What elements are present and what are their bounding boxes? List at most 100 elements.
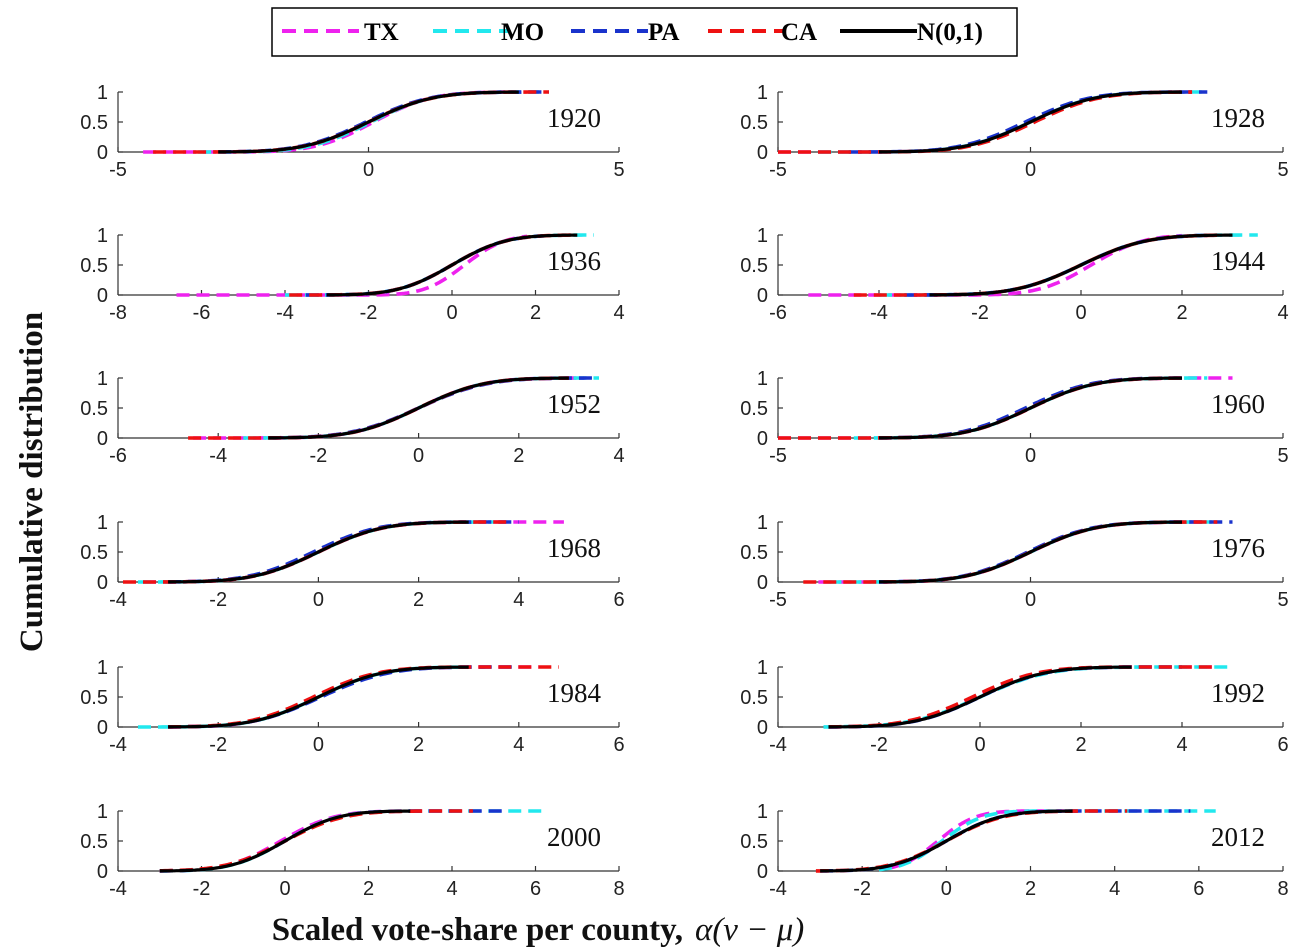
year-label: 1944 [1211, 246, 1266, 276]
series-line-ca [803, 520, 1218, 584]
x-tick-label: -4 [276, 302, 294, 324]
series-line-ca [168, 665, 559, 729]
legend-label-ca: CA [781, 19, 817, 46]
x-tick-label: 2 [413, 734, 424, 756]
x-tick-label: 0 [363, 159, 374, 181]
series-line-n01 [828, 665, 1132, 729]
series-line-tx [168, 665, 539, 729]
x-tick-label: 8 [1277, 878, 1288, 900]
x-tick-label: -4 [109, 734, 127, 756]
series-line-n01 [820, 809, 1073, 873]
x-tick-label: 0 [279, 878, 290, 900]
y-tick-label: 0 [97, 285, 108, 307]
x-tick-label: -2 [971, 302, 989, 324]
legend-label-n01: N(0,1) [917, 19, 983, 46]
y-tick-label: 1 [97, 368, 108, 390]
y-tick-label: 0 [97, 572, 108, 594]
y-tick-label: 0 [97, 142, 108, 164]
year-label-bg [529, 675, 605, 709]
y-tick-label: 1 [97, 225, 108, 247]
year-label: 1952 [547, 389, 601, 419]
y-tick-label: 0.5 [80, 831, 108, 853]
x-tick-label: -2 [310, 445, 328, 467]
y-tick-label: 0 [757, 428, 768, 450]
x-tick-label: -2 [870, 734, 888, 756]
x-tick-label: 0 [941, 878, 952, 900]
x-tick-label: -6 [193, 302, 211, 324]
legend-label-tx: TX [364, 19, 399, 46]
x-tick-label: 4 [1176, 734, 1187, 756]
y-tick-label: 1 [757, 657, 768, 679]
y-tick-label: 1 [757, 512, 768, 534]
x-tick-label: 0 [1025, 589, 1036, 611]
panel-1936: -8 -6 -4 -2 0 2 4 0 0.5 1 1936 [80, 225, 624, 324]
series-line-pa [218, 90, 549, 154]
x-tick-label: -4 [209, 445, 227, 467]
y-tick-label: 1 [757, 368, 768, 390]
x-tick-label: 5 [1277, 445, 1288, 467]
x-tick-label: 5 [1277, 589, 1288, 611]
x-tick-label: 4 [446, 878, 457, 900]
y-tick-label: 0 [757, 285, 768, 307]
x-tick-label: 4 [1277, 302, 1288, 324]
x-tick-label: 2 [513, 445, 524, 467]
series-line-n01 [879, 520, 1182, 584]
series-line-n01 [879, 376, 1182, 440]
y-tick-label: 1 [97, 657, 108, 679]
year-label: 1960 [1211, 389, 1265, 419]
x-tick-label: -2 [193, 878, 211, 900]
panel-1968: -4 -2 0 2 4 6 0 0.5 1 1968 [80, 512, 624, 611]
year-label: 1928 [1211, 103, 1265, 133]
year-label: 1920 [547, 103, 601, 133]
x-tick-label: -2 [853, 878, 871, 900]
x-tick-label: 4 [1109, 878, 1120, 900]
y-tick-label: 0 [757, 572, 768, 594]
year-label: 2012 [1211, 822, 1265, 852]
series-line-pa [879, 520, 1233, 584]
x-tick-label: 6 [530, 878, 541, 900]
series-line-ca [778, 90, 1193, 154]
x-tick-label: -2 [209, 734, 227, 756]
year-label-bg [529, 386, 605, 420]
x-tick-label: 0 [974, 734, 985, 756]
series-line-n01 [168, 520, 469, 584]
y-tick-label: 0 [97, 861, 108, 883]
year-label: 1984 [547, 678, 602, 708]
x-tick-label: 4 [613, 302, 624, 324]
y-tick-label: 1 [757, 801, 768, 823]
series-line-n01 [879, 90, 1182, 154]
year-label-bg [1193, 530, 1269, 564]
x-tick-label: -4 [870, 302, 888, 324]
series-line-tx [176, 234, 528, 297]
panel-1952: -6 -4 -2 0 2 4 0 0.5 1 1952 [80, 368, 624, 467]
y-tick-label: 0.5 [740, 831, 768, 853]
series-line-ca [828, 665, 1213, 729]
x-tick-label: 2 [1176, 302, 1187, 324]
y-tick-label: 0.5 [740, 687, 768, 709]
y-tick-label: 0.5 [740, 398, 768, 420]
year-label-bg [1193, 100, 1269, 134]
x-tick-label: 4 [513, 589, 524, 611]
year-label: 1976 [1211, 533, 1265, 563]
series-line-tx [193, 376, 584, 440]
x-tick-label: 0 [1075, 302, 1086, 324]
y-tick-label: 0.5 [740, 255, 768, 277]
x-tick-label: 6 [1193, 878, 1204, 900]
x-tick-label: 5 [613, 159, 624, 181]
panel-2000: -4 -2 0 2 4 6 8 0 0.5 1 2000 [80, 801, 624, 900]
x-tick-label: -5 [109, 159, 127, 181]
year-label: 1936 [547, 246, 601, 276]
x-tick-label: 6 [1277, 734, 1288, 756]
x-tick-label: 0 [313, 734, 324, 756]
year-label: 1968 [547, 533, 601, 563]
year-label-bg [529, 243, 605, 277]
series-line-mo [878, 809, 1216, 872]
series-line-ca [853, 233, 1223, 297]
y-tick-label: 0 [757, 861, 768, 883]
x-tick-label: -4 [769, 878, 787, 900]
x-tick-label: 0 [446, 302, 457, 324]
series-line-tx [143, 520, 564, 584]
x-tick-label: 0 [413, 445, 424, 467]
